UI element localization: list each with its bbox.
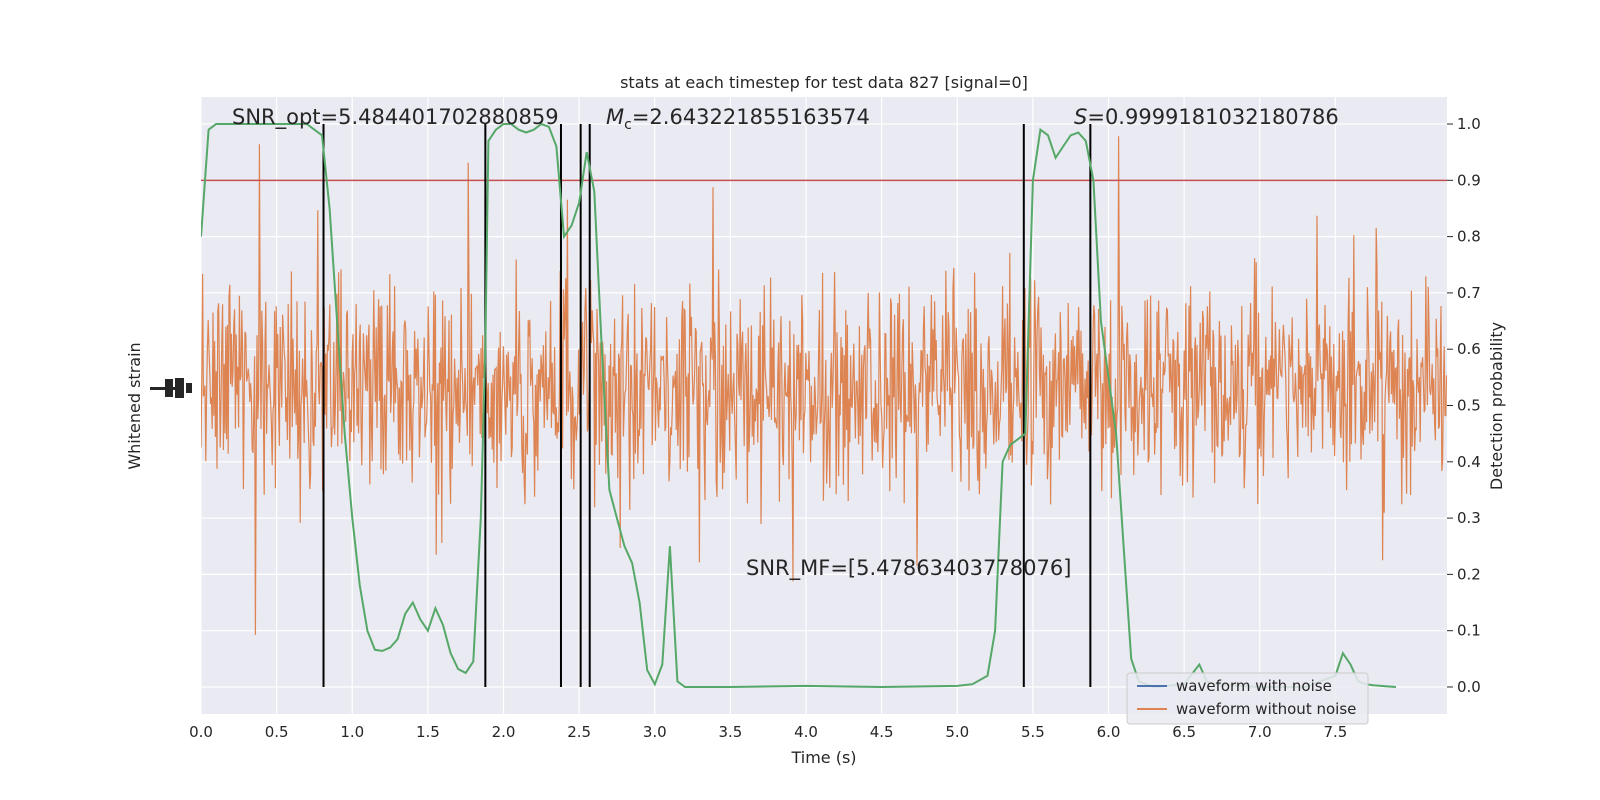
right-tick-label: 0.4	[1457, 453, 1481, 471]
x-tick-label: 5.0	[945, 723, 969, 741]
x-tick-label: 3.0	[643, 723, 667, 741]
x-tick-label: 6.5	[1172, 723, 1196, 741]
strain-waveforms	[201, 136, 1447, 635]
x-tick-label: 1.0	[340, 723, 364, 741]
y-axis-label-left: Whitened strain	[125, 342, 144, 469]
x-tick-label: 4.5	[870, 723, 894, 741]
x-tick-label: 1.5	[416, 723, 440, 741]
right-tick-label: 0.3	[1457, 509, 1481, 527]
right-tick-label: 0.0	[1457, 678, 1481, 696]
x-tick-label: 0.0	[189, 723, 213, 741]
s-symbol: S	[1074, 105, 1087, 129]
x-tick-label: 7.0	[1248, 723, 1272, 741]
mc-value: =2.643221855163574	[632, 105, 870, 129]
s-value: =0.9999181032180786	[1087, 105, 1338, 129]
x-tick-label: 3.5	[718, 723, 742, 741]
probability-line	[201, 122, 1396, 689]
x-tick-label: 5.5	[1021, 723, 1045, 741]
right-tick-label: 1.0	[1457, 115, 1481, 133]
x-tick-label: 2.0	[492, 723, 516, 741]
right-tick-label: 0.5	[1457, 397, 1481, 415]
right-tick-label: 0.2	[1457, 565, 1481, 583]
x-tick-label: 4.0	[794, 723, 818, 741]
chart-title: stats at each timestep for test data 827…	[620, 73, 1028, 92]
x-tick-label: 7.5	[1323, 723, 1347, 741]
y-axis-label-right: Detection probability	[1487, 322, 1506, 490]
legend: waveform with noise waveform without noi…	[1126, 672, 1369, 725]
right-tick-label: 0.1	[1457, 622, 1481, 640]
mc-subscript: c	[624, 117, 632, 133]
x-tick-label: 2.5	[567, 723, 591, 741]
waveform-noise-line	[201, 136, 1447, 635]
vertical-markers	[322, 124, 1092, 687]
right-tick-label: 0.6	[1457, 340, 1481, 358]
legend-box	[1126, 672, 1369, 725]
right-tick-label: 0.7	[1457, 284, 1481, 302]
x-axis-label: Time (s)	[790, 748, 856, 767]
annotation-snr-opt: SNR_opt=5.484401702880859	[232, 105, 559, 130]
annotation-s: S=0.9999181032180786	[1074, 105, 1339, 129]
legend-entry-without-noise: waveform without noise	[1176, 700, 1356, 718]
x-tick-label: 6.0	[1097, 723, 1121, 741]
legend-entry-with-noise: waveform with noise	[1176, 677, 1332, 695]
annotation-snr-mf: SNR_MF=[5.47863403778076]	[746, 556, 1071, 581]
right-tick-label: 0.9	[1457, 171, 1481, 189]
x-axis-ticks: 0.0 0.5 1.0 1.5 2.0 2.5 3.0 3.5 4.0 4.5 5.0 5.5 6.0 6…	[189, 723, 1347, 741]
x-tick-label: 0.5	[265, 723, 289, 741]
mc-symbol: M	[606, 105, 624, 129]
right-tick-label: 0.8	[1457, 228, 1481, 246]
right-axis-ticks: 0.0 0.1 0.2 0.3 0.4 0.5 0.6 0.7 0.8 0.9 1.0	[1447, 115, 1481, 696]
annotation-mc: Mc=2.643221855163574	[606, 105, 870, 133]
left-axis-tick-cluster	[150, 378, 192, 398]
